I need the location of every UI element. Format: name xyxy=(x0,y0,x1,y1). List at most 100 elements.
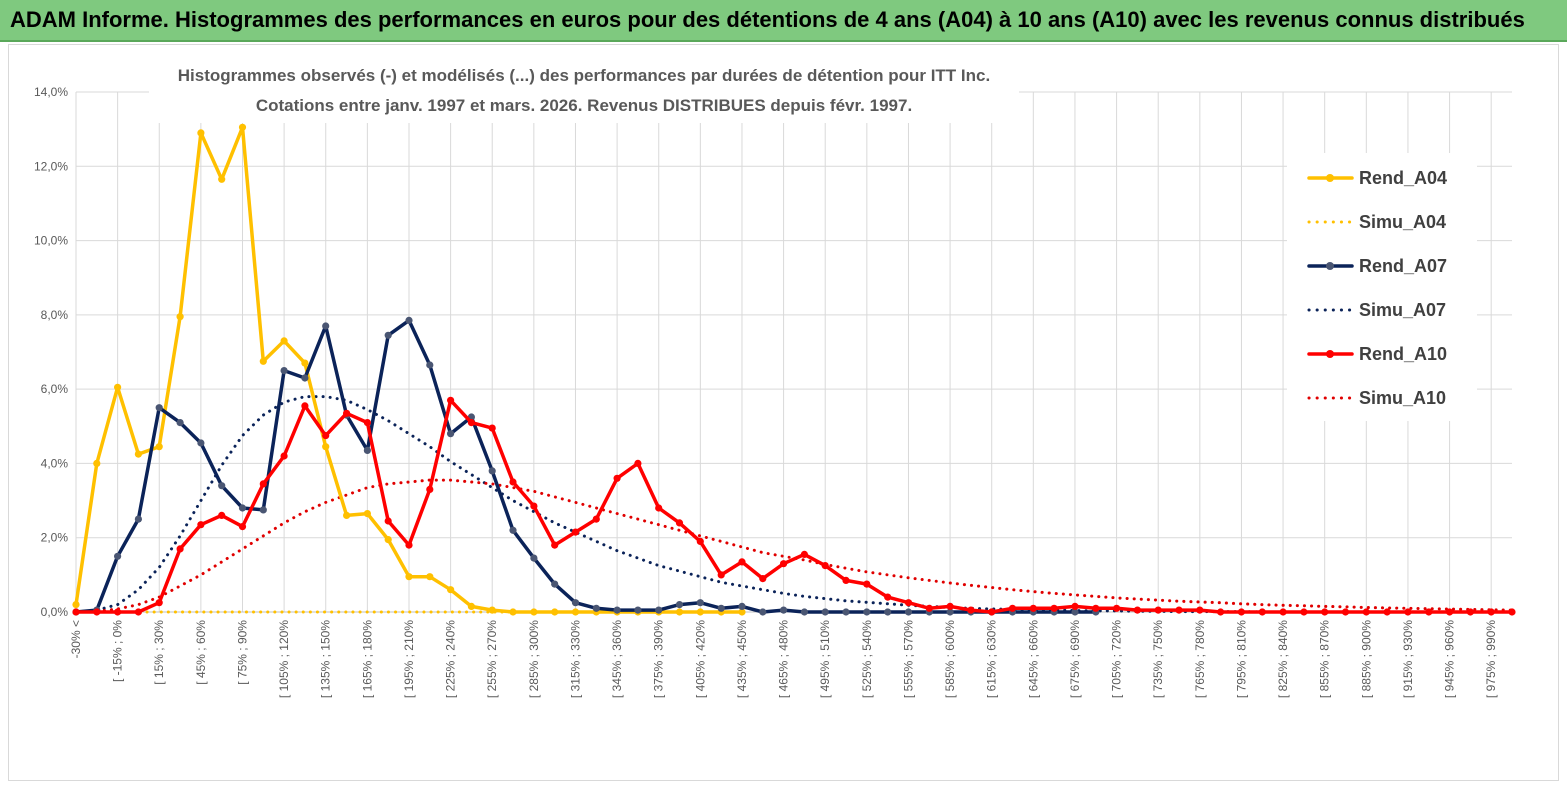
data-point xyxy=(800,550,809,558)
data-point xyxy=(675,519,684,527)
data-point xyxy=(821,608,829,616)
x-tick-label: [ 225% ; 240% xyxy=(444,620,458,698)
y-tick-label: 12,0% xyxy=(34,159,68,173)
data-point xyxy=(1154,606,1162,614)
data-point xyxy=(738,608,746,616)
data-point xyxy=(863,608,871,616)
data-point xyxy=(551,608,559,616)
data-point xyxy=(488,467,496,475)
data-point xyxy=(1466,608,1474,616)
data-point xyxy=(884,593,892,601)
x-axis: -30% < [ -15% ; 0% [ 15% ; 30% [ 45% ; 60% [… xyxy=(69,611,1512,698)
data-point xyxy=(280,452,288,460)
data-point xyxy=(551,580,559,588)
data-point xyxy=(447,396,455,404)
data-point xyxy=(571,599,580,607)
data-point xyxy=(1237,608,1245,616)
data-point xyxy=(426,573,434,581)
data-point xyxy=(1446,608,1454,616)
data-point xyxy=(176,313,184,321)
series-rend-a04 xyxy=(72,123,746,616)
report-title: ADAM Informe. Histogrammes des performan… xyxy=(10,7,1525,32)
data-point xyxy=(696,608,704,616)
data-point xyxy=(488,424,496,432)
data-point xyxy=(259,480,267,488)
data-point xyxy=(363,510,371,518)
legend: Rend_A04 Simu_A04 Rend_A07 Simu_A07 Rend_A10… xyxy=(1287,153,1477,421)
chart-title-background xyxy=(149,57,1019,123)
data-point xyxy=(613,474,621,482)
x-tick-label: [ 465% ; 480% xyxy=(777,620,791,698)
data-point xyxy=(384,331,392,339)
data-point xyxy=(530,608,538,616)
x-tick-label: [ 375% ; 390% xyxy=(652,620,666,698)
legend-marker xyxy=(1326,262,1334,270)
data-point xyxy=(1300,608,1308,616)
series-simu-a07 xyxy=(74,395,1514,614)
legend-label: Rend_A04 xyxy=(1359,168,1447,188)
legend-item-simu-a10: Simu_A10 xyxy=(1307,388,1446,408)
data-point xyxy=(322,322,330,330)
data-point xyxy=(218,511,226,519)
series-line xyxy=(74,398,1514,614)
grid-lines xyxy=(75,91,1512,613)
data-point xyxy=(675,608,684,616)
x-tick-label: [ 975% ; 990% xyxy=(1484,620,1498,698)
data-point xyxy=(1050,604,1058,612)
data-point xyxy=(634,606,642,614)
data-point xyxy=(946,602,954,611)
x-tick-label: [ 75% ; 90% xyxy=(235,620,249,685)
data-point xyxy=(93,459,101,467)
legend-item-simu-a04: Simu_A04 xyxy=(1307,212,1446,232)
data-point xyxy=(1071,602,1079,611)
legend-marker xyxy=(1326,174,1334,182)
series-lines xyxy=(72,123,1516,616)
data-point xyxy=(363,419,371,427)
series-line xyxy=(74,478,1514,614)
data-point xyxy=(218,482,226,490)
data-point xyxy=(738,558,746,566)
y-tick-label: 2,0% xyxy=(41,531,69,545)
data-point xyxy=(717,604,725,612)
data-point xyxy=(509,478,517,486)
data-point xyxy=(384,517,392,525)
data-point xyxy=(592,515,600,523)
x-tick-label: [ 195% ; 210% xyxy=(402,620,416,698)
series-line xyxy=(74,318,1098,614)
legend-background xyxy=(1287,153,1477,421)
data-point xyxy=(1196,606,1204,614)
x-tick-label: [ 45% ; 60% xyxy=(194,620,208,685)
data-point xyxy=(1279,608,1287,616)
data-point xyxy=(488,606,496,614)
x-tick-label: [ 255% ; 270% xyxy=(485,620,499,698)
legend-label: Simu_A07 xyxy=(1359,300,1446,320)
data-point xyxy=(155,599,163,607)
y-tick-label: 0,0% xyxy=(41,605,69,619)
data-point xyxy=(155,404,163,412)
data-point xyxy=(301,359,309,367)
data-point xyxy=(759,608,767,616)
data-point xyxy=(1029,604,1037,612)
data-point xyxy=(780,560,788,568)
histogram-chart: 0,0% 2,0% 4,0% 6,0% 8,0% 10,0% 12,0% 14,0% -30%… xyxy=(34,57,1516,698)
data-point xyxy=(1383,608,1391,616)
data-point xyxy=(759,575,767,583)
data-point xyxy=(551,541,559,549)
legend-marker xyxy=(1326,350,1334,358)
data-point xyxy=(238,504,247,512)
x-tick-label: [ 915% ; 930% xyxy=(1401,620,1415,698)
data-point xyxy=(571,608,580,616)
data-point xyxy=(904,608,913,616)
data-point xyxy=(634,459,642,467)
data-point xyxy=(363,446,371,454)
x-tick-label: [ 105% ; 120% xyxy=(277,620,291,698)
data-point xyxy=(301,374,309,382)
data-point xyxy=(696,537,704,545)
data-point xyxy=(467,602,475,611)
data-point xyxy=(1113,604,1121,612)
data-point xyxy=(343,511,351,519)
chart-title-line-1: Histogrammes observés (-) et modélisés (… xyxy=(178,66,990,85)
x-tick-label: [ 525% ; 540% xyxy=(860,620,874,698)
data-point xyxy=(780,606,788,614)
data-point xyxy=(259,506,267,514)
